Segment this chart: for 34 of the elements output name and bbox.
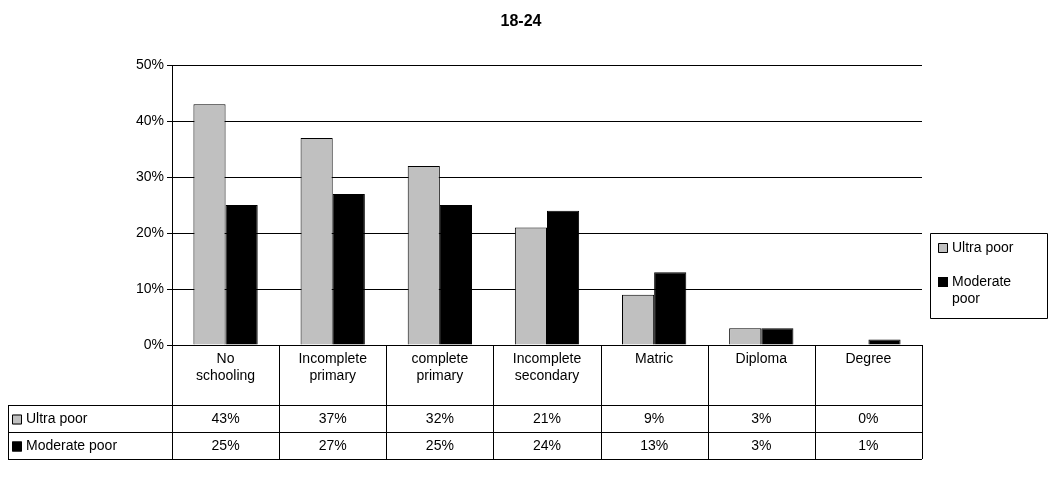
- data-label: 3%: [751, 437, 772, 454]
- data-label: 13%: [640, 437, 669, 454]
- data-label: 21%: [532, 410, 562, 427]
- x-tick-label: Matric: [635, 350, 674, 367]
- legend-label: Ultra poor: [26, 410, 88, 427]
- x-tick-label: Diploma: [735, 350, 788, 367]
- data-label: 43%: [211, 410, 240, 427]
- y-tick-label: 10%: [135, 279, 164, 296]
- bar: [868, 339, 901, 345]
- text: Moderate poor: [26, 437, 118, 454]
- x-tick-label: Incomplete secondary: [512, 350, 582, 384]
- data-label: 24%: [532, 437, 562, 454]
- x-tick-label: Degree: [845, 350, 892, 367]
- x-tick-label: complete primary: [411, 350, 469, 384]
- x-tick-label: Incomplete primary: [298, 350, 368, 384]
- data-label: 27%: [318, 437, 347, 454]
- data-label: 37%: [318, 410, 347, 427]
- data-label: 9%: [644, 410, 665, 427]
- x-tick-label: No schooling: [195, 350, 256, 384]
- data-label: 25%: [211, 437, 240, 454]
- data-label: 1%: [858, 437, 879, 454]
- data-label: 0%: [858, 410, 879, 427]
- y-tick-label: 40%: [135, 112, 164, 129]
- y-tick-label: 50%: [135, 56, 164, 73]
- data-label: 25%: [425, 437, 454, 454]
- y-tick-label: 20%: [135, 223, 164, 240]
- text: Ultra poor: [952, 238, 1014, 255]
- y-tick-label: 0%: [143, 335, 164, 352]
- data-label: 32%: [425, 410, 454, 427]
- data-label: 3%: [751, 410, 772, 427]
- chart-title: 18-24: [500, 12, 542, 30]
- legend-label: Moderate poor: [952, 272, 1012, 306]
- bar: [761, 328, 794, 345]
- y-tick-label: 30%: [135, 167, 164, 184]
